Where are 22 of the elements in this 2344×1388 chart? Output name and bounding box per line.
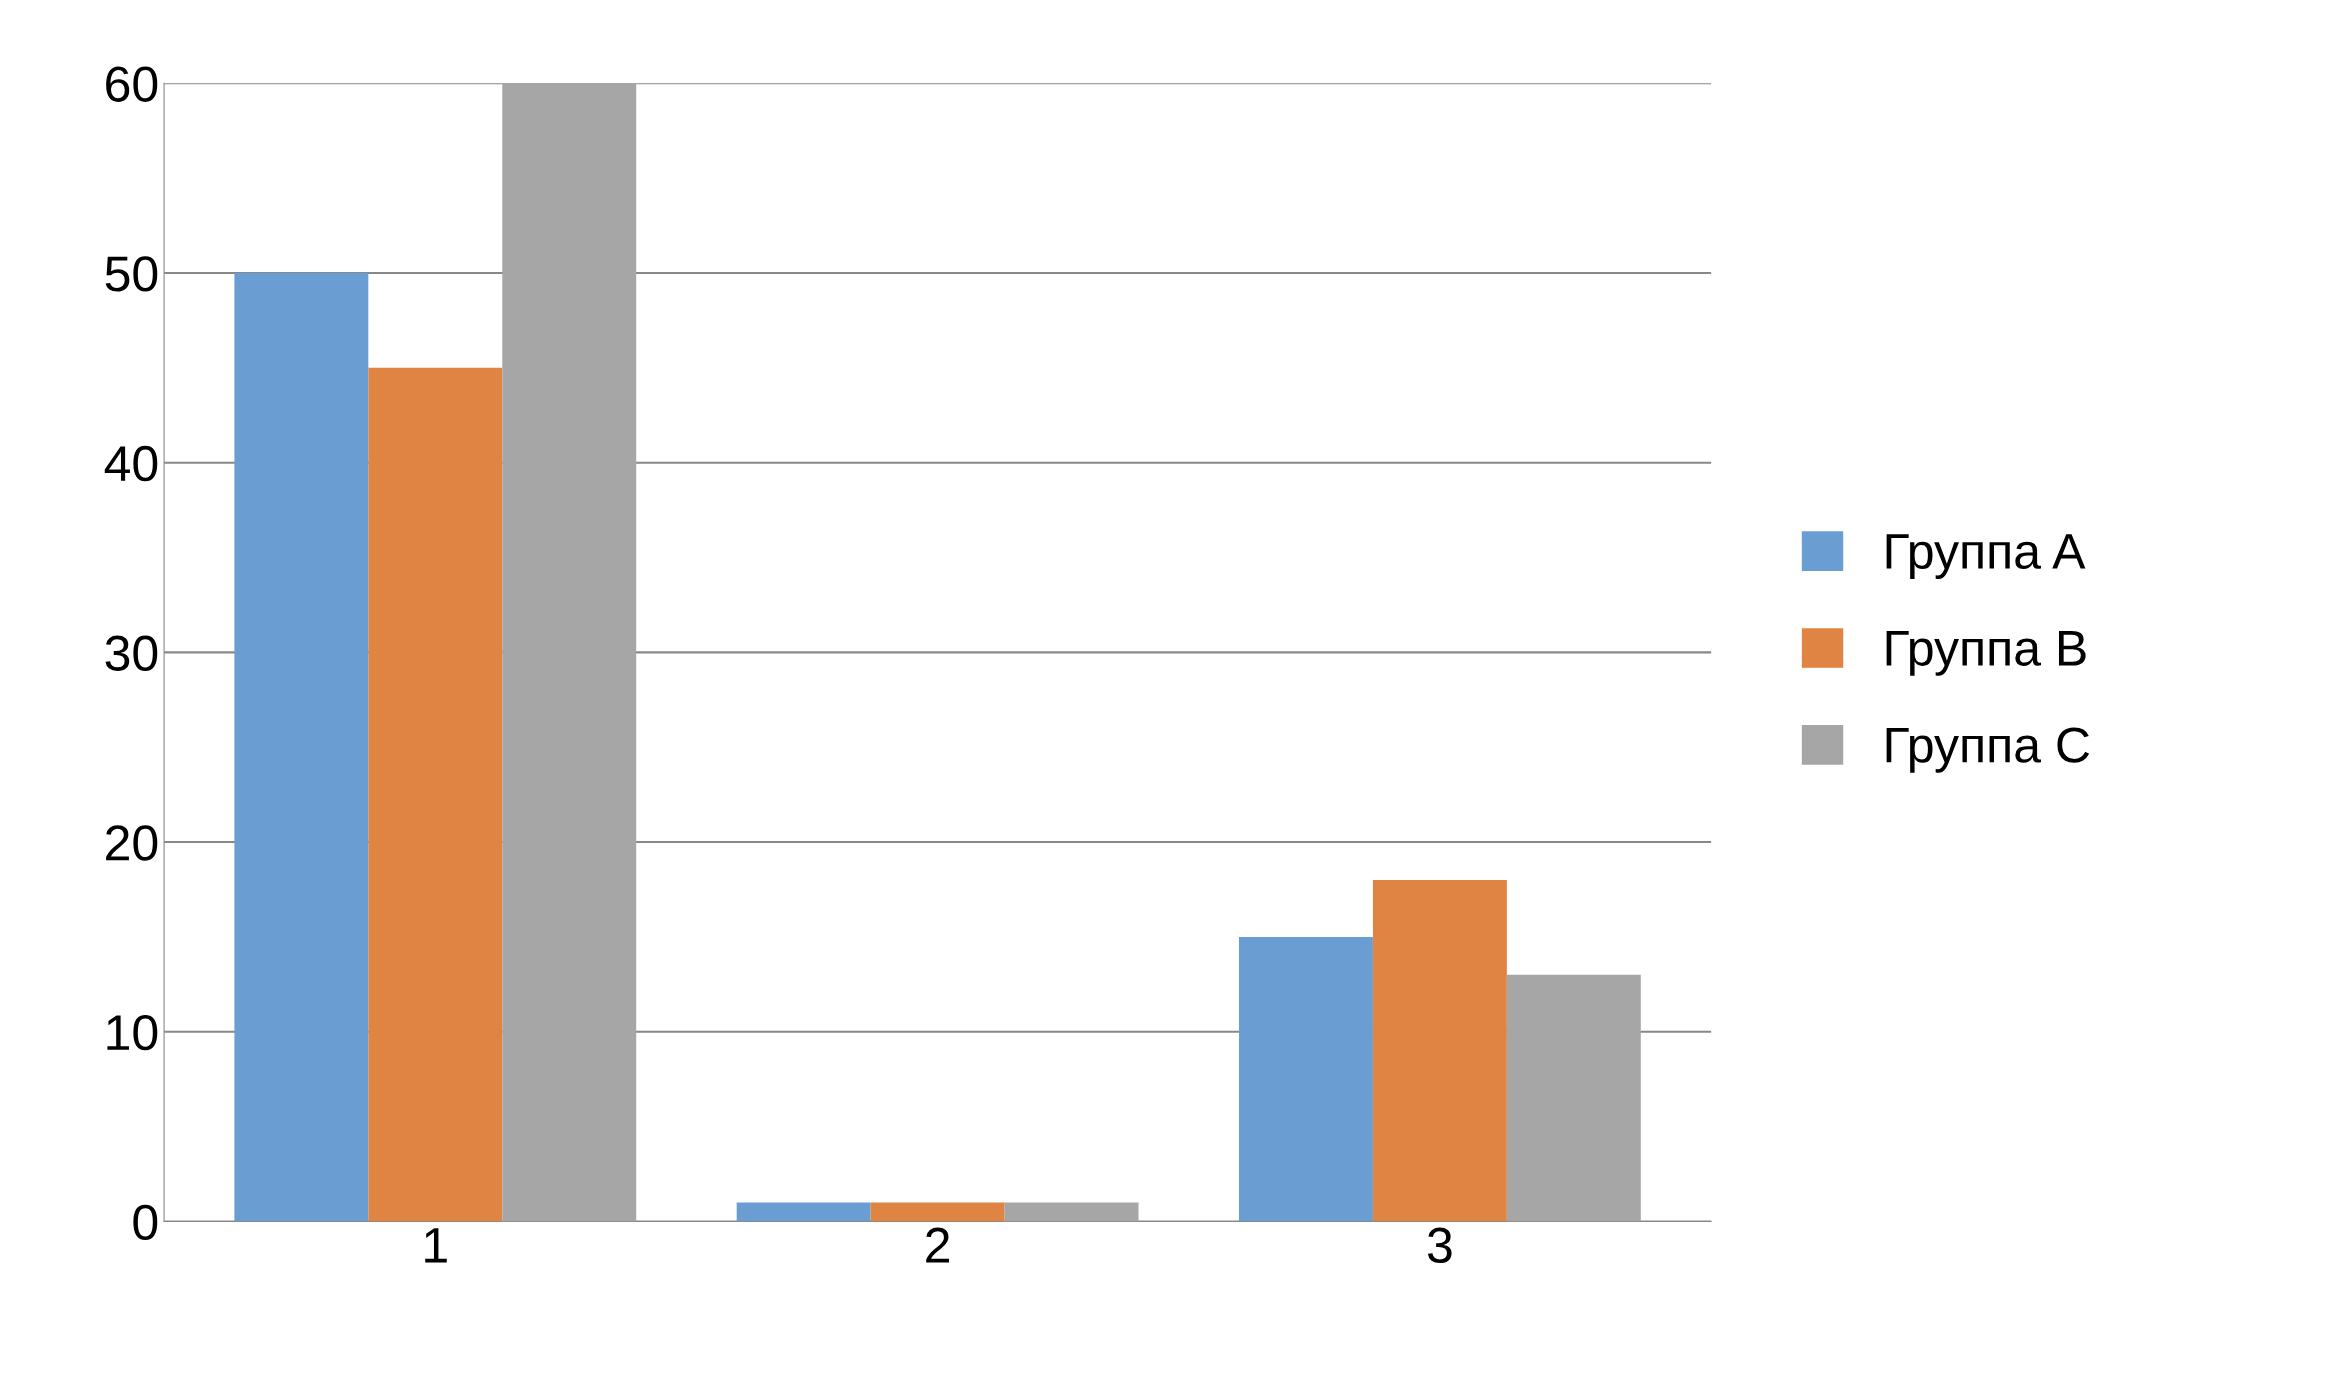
- legend-label: Группа C: [1886, 727, 2090, 773]
- legend-label: Группа B: [1886, 631, 2086, 676]
- bar: [368, 367, 503, 1222]
- bar: [736, 1202, 871, 1222]
- bar: [870, 1202, 1005, 1222]
- y-tick-label: 20: [106, 825, 158, 861]
- y-tick-label: 40: [104, 445, 158, 482]
- y-tick-label: 60: [106, 66, 158, 102]
- x-tick-label: 2: [926, 1227, 949, 1263]
- bar: [1372, 879, 1507, 1222]
- bar: [1004, 1202, 1139, 1222]
- x-tick-label: 1: [425, 1228, 447, 1263]
- y-tick-label: 50: [105, 256, 158, 292]
- bar: [1506, 974, 1641, 1222]
- y-tick-label: 0: [133, 1204, 158, 1241]
- y-tick-label: 30: [105, 635, 158, 671]
- bar: [502, 83, 637, 1222]
- x-tick-label: 3: [1427, 1227, 1452, 1264]
- legend-label: Группа A: [1886, 534, 2086, 579]
- bar: [234, 272, 369, 1222]
- y-tick-label: 10: [107, 1014, 158, 1051]
- bar: [1238, 936, 1373, 1222]
